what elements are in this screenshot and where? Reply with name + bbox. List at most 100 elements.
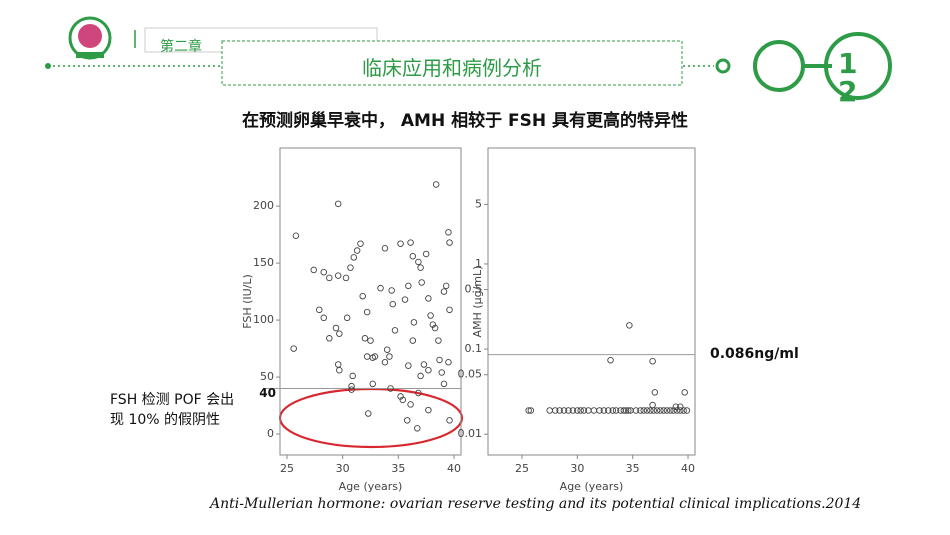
data-point: [435, 337, 442, 344]
data-point: [663, 407, 671, 414]
data-point: [377, 284, 384, 292]
data-point: [387, 385, 394, 392]
data-point: [626, 322, 633, 329]
x-tick-label: 30: [570, 462, 584, 475]
data-point: [596, 407, 603, 414]
data-point: [425, 295, 432, 302]
y-tick-label: 0.1: [465, 342, 483, 355]
y-tick-label: 50: [260, 370, 274, 383]
data-point: [580, 407, 588, 414]
data-point: [527, 407, 535, 414]
data-point: [420, 361, 428, 368]
fsh-note: FSH 检测 POF 会出现 10% 的假阴性: [110, 392, 235, 428]
y-tick-label: 100: [253, 313, 274, 326]
data-point: [415, 389, 422, 397]
data-point: [397, 240, 404, 247]
y-tick-label: 0.01: [458, 427, 483, 440]
data-point: [334, 272, 342, 279]
ring-small: [715, 58, 731, 74]
data-point: [667, 407, 674, 414]
data-point: [446, 417, 453, 424]
data-point: [407, 401, 414, 408]
data-point: [670, 407, 677, 414]
data-point: [409, 337, 417, 344]
data-point: [653, 407, 661, 414]
data-point: [347, 264, 354, 271]
data-point: [405, 282, 412, 290]
data-point: [334, 361, 342, 368]
data-point: [436, 356, 443, 364]
data-point: [332, 324, 340, 332]
data-point: [445, 229, 452, 236]
data-point: [401, 296, 409, 303]
data-point: [680, 407, 687, 414]
data-point: [363, 308, 371, 316]
data-point: [418, 279, 425, 286]
data-point: [625, 407, 632, 414]
data-point: [415, 258, 422, 266]
y-tick-label: 0: [267, 427, 274, 440]
data-point: [357, 240, 364, 247]
data-point: [326, 335, 333, 342]
data-point: [348, 382, 355, 390]
x-tick-label: 35: [626, 462, 640, 475]
data-point: [369, 380, 376, 388]
data-point: [446, 239, 453, 246]
data-point: [409, 253, 417, 260]
data-point: [620, 407, 628, 414]
data-point: [381, 245, 389, 252]
data-point: [637, 407, 644, 414]
data-point: [367, 337, 374, 344]
data-point: [353, 247, 361, 254]
data-point: [683, 407, 691, 414]
data-point: [677, 407, 684, 414]
data-point: [361, 335, 369, 342]
ring-big: [824, 32, 892, 100]
data-point: [316, 306, 323, 314]
data-point: [403, 417, 411, 424]
data-point: [425, 366, 432, 374]
data-point: [381, 358, 389, 366]
data-point: [388, 287, 395, 294]
data-point: [525, 407, 532, 414]
logo: [68, 16, 112, 60]
data-point: [640, 407, 647, 414]
data-point: [326, 274, 333, 282]
data-point: [342, 274, 350, 282]
y-tick-label: 1: [475, 257, 482, 270]
data-point: [343, 314, 351, 322]
data-point: [649, 401, 656, 409]
data-point: [320, 314, 327, 322]
data-point: [672, 403, 680, 411]
data-point: [292, 232, 300, 239]
data-point: [405, 362, 412, 369]
x-tick-label: 35: [391, 462, 405, 475]
amh-cutoff: 0.086ng/ml: [710, 346, 799, 362]
data-point: [414, 425, 421, 432]
data-point: [577, 407, 584, 414]
data-point: [609, 407, 617, 414]
citation: Anti-Mullerian hormone: ovarian reserve …: [210, 496, 862, 512]
section-title: 临床应用和病例分析: [362, 56, 542, 80]
data-point: [336, 330, 343, 337]
data-point: [359, 292, 366, 300]
data-point: [438, 369, 445, 376]
data-point: [590, 407, 598, 414]
data-point: [657, 407, 664, 414]
data-point: [417, 372, 424, 380]
reference-label: 40: [259, 386, 276, 400]
data-point: [389, 300, 397, 308]
data-point: [290, 345, 297, 352]
y-tick-label: 5: [475, 197, 482, 210]
data-point: [365, 410, 372, 417]
data-point: [649, 357, 656, 365]
data-point: [371, 353, 379, 360]
x-tick-label: 40: [681, 462, 695, 475]
data-point: [643, 407, 651, 414]
data-point: [605, 407, 612, 414]
data-point: [681, 389, 688, 396]
data-point: [410, 319, 418, 326]
data-point: [677, 403, 684, 411]
data-point: [336, 366, 343, 374]
